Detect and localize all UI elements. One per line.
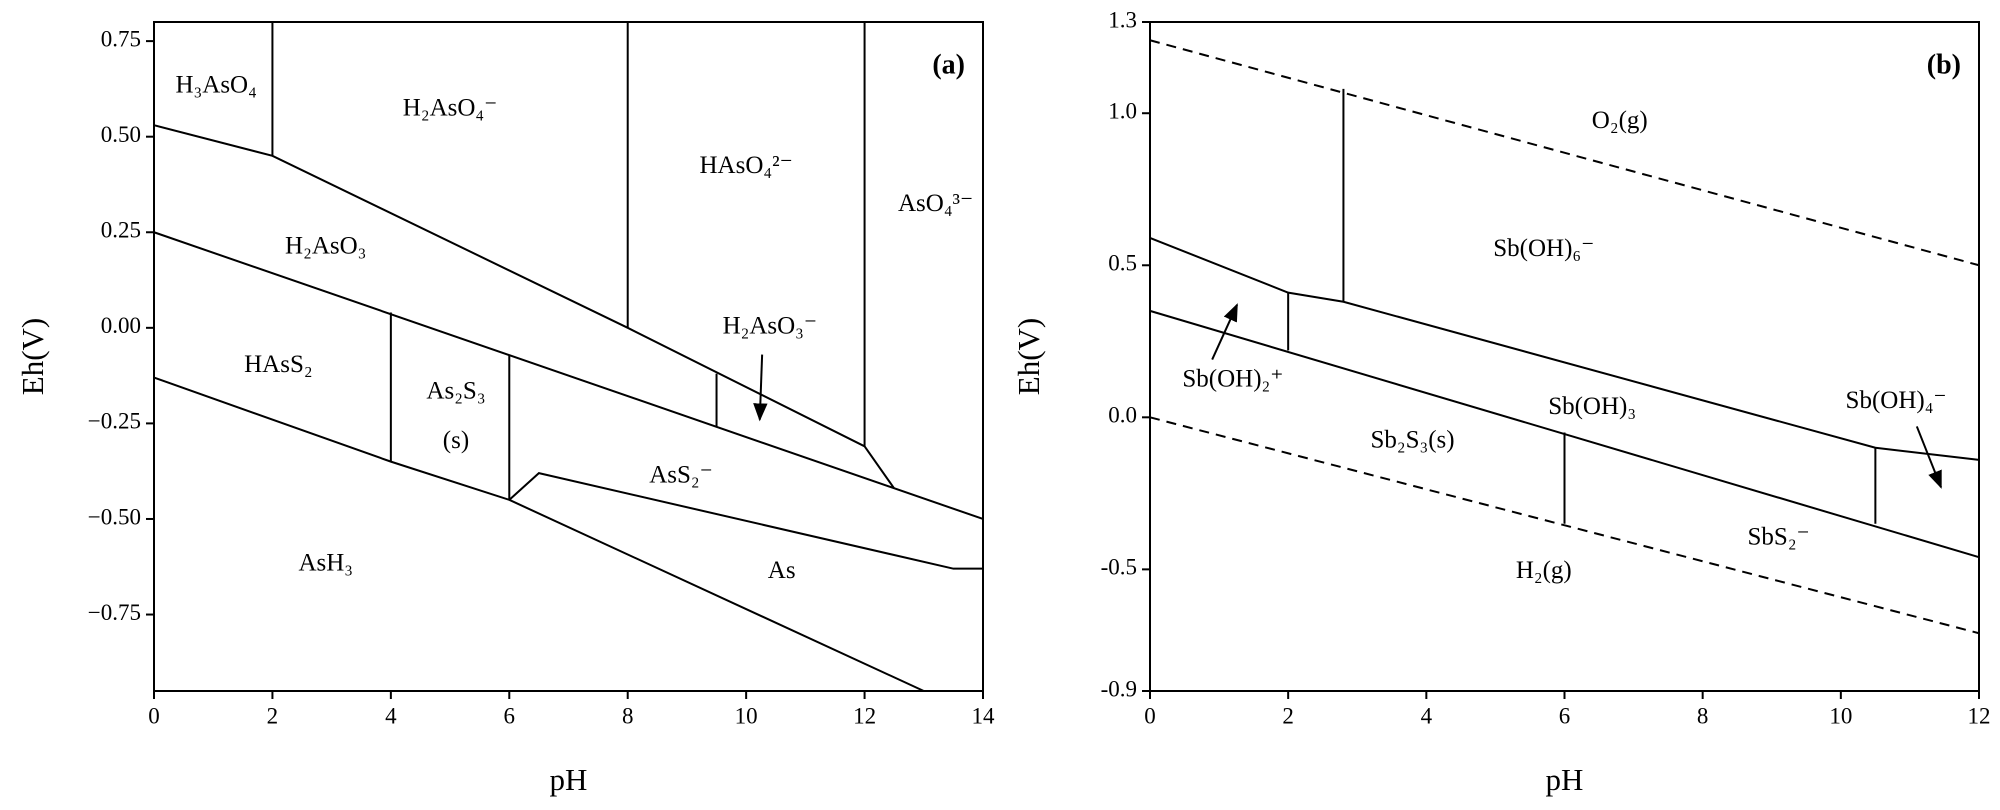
boundary-line [153,376,925,692]
region-label: Sb(OH)₂⁺ [1182,366,1283,393]
x-axis-title: pH [550,762,588,797]
y-tick-label: −0.25 [88,409,141,434]
region-label: Sb(OH)₄⁻ [1846,387,1947,414]
region-label: HAsO₄²⁻ [699,152,792,179]
boundary-line [1149,416,1980,635]
region-label: HAsS₂ [244,351,312,378]
y-tick-label: −0.75 [88,600,141,625]
region-label: Sb₂S₃(s) [1370,426,1454,453]
arrow [1915,426,1942,489]
region-label: H₂AsO₄⁻ [403,95,498,122]
y-tick-label: 0.0 [1108,403,1137,428]
y-axis-title: Eh(V) [1011,318,1046,395]
y-tick-label: 1.3 [1108,7,1137,32]
region-label: SbS₂⁻ [1748,524,1810,551]
panel-label: (b) [1927,49,1961,80]
x-tick-label: 0 [1144,703,1156,728]
y-tick-label: 0.00 [101,313,141,338]
arrow [1211,303,1238,360]
y-tick-label: -0.5 [1101,555,1137,580]
region-label: O₂(g) [1592,107,1648,134]
region-label: H₃AsO₄ [176,72,257,99]
y-tick-label: 0.75 [101,26,141,51]
y-axis-title: Eh(V) [15,318,50,395]
x-tick-label: 10 [735,703,758,728]
x-tick-label: 12 [1968,703,1991,728]
y-tick-label: 0.5 [1108,251,1137,276]
region-label: AsH₃ [298,550,353,577]
region-label: H₂AsO₃⁻ [723,313,818,340]
region-label: Sb(OH)₃ [1548,393,1636,420]
x-tick-label: 14 [972,703,996,728]
x-tick-label: 12 [853,703,876,728]
arrow [753,354,768,422]
boundary-line [153,124,895,489]
panel-label: (a) [932,49,965,80]
region-label: (s) [443,427,469,454]
x-tick-label: 6 [1559,703,1571,728]
x-tick-label: 4 [1421,703,1433,728]
y-tick-label: -0.9 [1101,676,1137,701]
x-axis-title: pH [1546,762,1584,797]
region-label: H₂(g) [1516,557,1572,584]
plot-frame [153,21,984,692]
boundary-line [508,472,983,570]
x-tick-label: 8 [1697,703,1709,728]
boundary-line [1149,236,1980,461]
x-tick-label: 2 [1282,703,1294,728]
x-tick-label: 6 [504,703,516,728]
region-label: Sb(OH)₆⁻ [1493,235,1594,262]
y-tick-label: 0.50 [101,122,141,147]
x-tick-label: 0 [148,703,160,728]
x-tick-label: 2 [267,703,279,728]
region-label: AsS₂⁻ [649,462,713,489]
y-tick-label: 1.0 [1108,99,1137,124]
region-label: As₂S₃ [426,378,485,405]
x-tick-label: 10 [1829,703,1852,728]
region-label: As [768,557,796,584]
region-label: H₂AsO₃ [285,232,366,259]
y-tick-label: 0.25 [101,218,141,243]
boundary-line [1149,39,1980,267]
plot-frame [1149,21,1980,692]
boundary-line [153,231,984,520]
x-tick-label: 4 [385,703,397,728]
x-tick-label: 8 [622,703,634,728]
region-label: AsO₄³⁻ [898,190,973,217]
y-tick-label: −0.50 [88,504,141,529]
